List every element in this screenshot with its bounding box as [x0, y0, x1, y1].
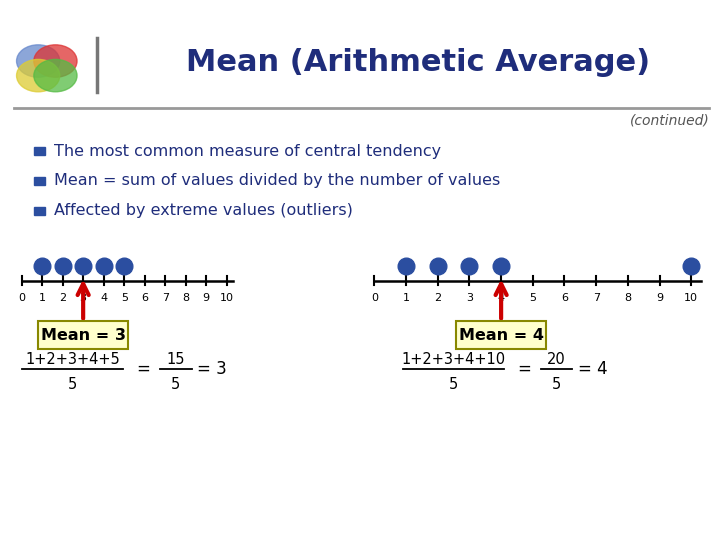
Text: = 4: = 4	[578, 360, 608, 378]
Text: 0: 0	[371, 293, 378, 303]
Text: Mean = sum of values divided by the number of values: Mean = sum of values divided by the numb…	[54, 173, 500, 188]
Text: 5: 5	[68, 377, 78, 393]
Text: 1: 1	[402, 293, 410, 303]
Text: =: =	[136, 360, 150, 378]
Text: 3: 3	[466, 293, 473, 303]
Text: 10: 10	[220, 293, 234, 303]
Text: 9: 9	[203, 293, 210, 303]
Text: 4: 4	[100, 293, 107, 303]
Text: 8: 8	[182, 293, 189, 303]
Text: 7: 7	[162, 293, 168, 303]
FancyBboxPatch shape	[456, 321, 546, 349]
Text: =: =	[517, 360, 531, 378]
Text: = 3: = 3	[197, 360, 228, 378]
Text: 3: 3	[80, 293, 86, 303]
Circle shape	[17, 59, 60, 92]
Text: Mean = 3: Mean = 3	[40, 328, 126, 343]
Text: 20: 20	[547, 352, 566, 367]
Text: 1+2+3+4+5: 1+2+3+4+5	[25, 352, 120, 367]
Circle shape	[17, 45, 60, 77]
Text: Affected by extreme values (outliers): Affected by extreme values (outliers)	[54, 203, 353, 218]
Text: 15: 15	[166, 352, 185, 367]
Text: 5: 5	[552, 377, 561, 393]
Text: 10: 10	[684, 293, 698, 303]
Text: 2: 2	[59, 293, 66, 303]
FancyBboxPatch shape	[38, 321, 128, 349]
Text: 7: 7	[593, 293, 600, 303]
FancyBboxPatch shape	[35, 206, 45, 214]
Text: 8: 8	[624, 293, 631, 303]
Text: Mean = 4: Mean = 4	[459, 328, 544, 343]
Text: 5: 5	[171, 377, 181, 393]
Text: 5: 5	[529, 293, 536, 303]
Text: 1: 1	[39, 293, 45, 303]
Text: 6: 6	[141, 293, 148, 303]
Text: 5: 5	[121, 293, 127, 303]
Text: 2: 2	[434, 293, 441, 303]
Text: 4: 4	[498, 293, 505, 303]
FancyBboxPatch shape	[35, 177, 45, 185]
Text: 9: 9	[656, 293, 663, 303]
Circle shape	[34, 59, 77, 92]
Text: 6: 6	[561, 293, 568, 303]
Text: Mean (Arithmetic Average): Mean (Arithmetic Average)	[186, 48, 649, 77]
Text: 1+2+3+4+10: 1+2+3+4+10	[402, 352, 505, 367]
Text: The most common measure of central tendency: The most common measure of central tende…	[54, 144, 441, 159]
Text: 5: 5	[449, 377, 458, 393]
Text: (continued): (continued)	[629, 113, 709, 127]
Circle shape	[34, 45, 77, 77]
FancyBboxPatch shape	[35, 147, 45, 156]
Text: 0: 0	[18, 293, 25, 303]
